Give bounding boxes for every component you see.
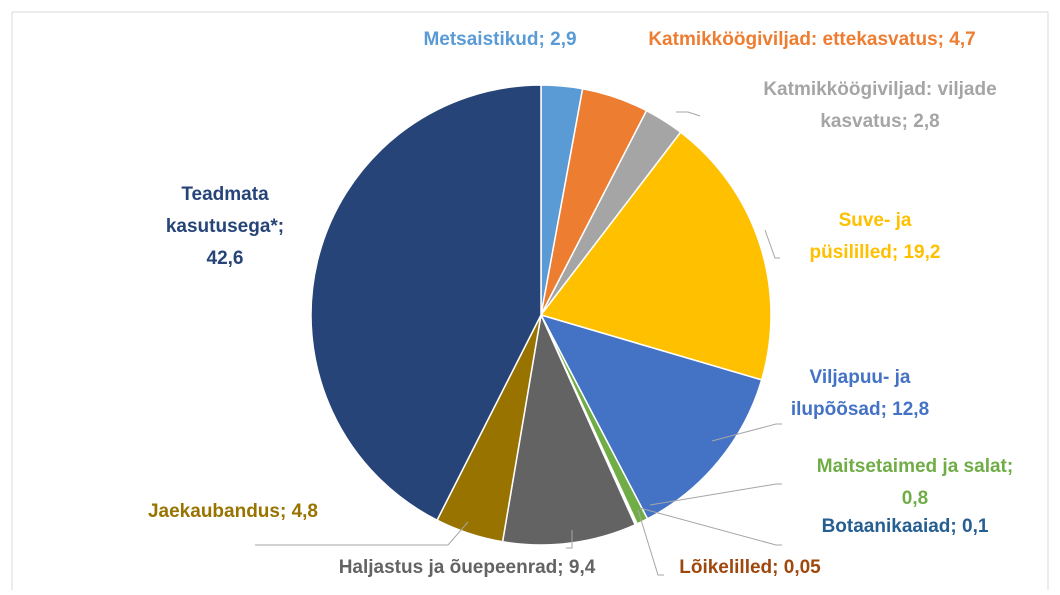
data-label: Jaekaubandus; 4,8 bbox=[148, 501, 318, 522]
pie bbox=[310, 84, 772, 546]
data-label: Metsaistikud; 2,9 bbox=[423, 29, 576, 50]
leader-line bbox=[639, 507, 782, 546]
leader-line bbox=[566, 530, 573, 549]
leader-line bbox=[649, 483, 782, 506]
data-label: Maitsetaimed ja salat; 0,8 bbox=[817, 456, 1013, 509]
chart-border bbox=[11, 11, 1049, 590]
labels: Metsaistikud; 2,9 Katmikköögiviljad: ette… bbox=[148, 29, 1013, 578]
leader-line bbox=[764, 229, 780, 259]
leader-line bbox=[637, 509, 664, 576]
pie-slice bbox=[310, 84, 542, 522]
leader-line bbox=[676, 111, 701, 117]
data-label: Haljastus ja õuepeenrad; 9,4 bbox=[339, 557, 596, 578]
data-label: Suve- ja püsililled; 19,2 bbox=[810, 210, 941, 263]
pie-slice bbox=[539, 313, 763, 520]
data-label: Viljapuu- ja ilupõõsad; 12,8 bbox=[791, 367, 929, 420]
pie-slice bbox=[539, 131, 772, 381]
data-label: Lõikelilled; 0,05 bbox=[679, 557, 821, 578]
pie-slice bbox=[501, 312, 637, 546]
leader-line bbox=[711, 423, 782, 442]
data-label: Katmikköögiviljad: ettekasvatus; 4,7 bbox=[648, 29, 975, 50]
data-label: Katmikköögiviljad: viljade kasvatus; 2,8 bbox=[763, 79, 996, 132]
data-label: Teadmata kasutusega*; 42,6 bbox=[166, 184, 284, 269]
leader-line bbox=[255, 521, 469, 546]
data-label: Botaanikaaiad; 0,1 bbox=[822, 516, 989, 537]
